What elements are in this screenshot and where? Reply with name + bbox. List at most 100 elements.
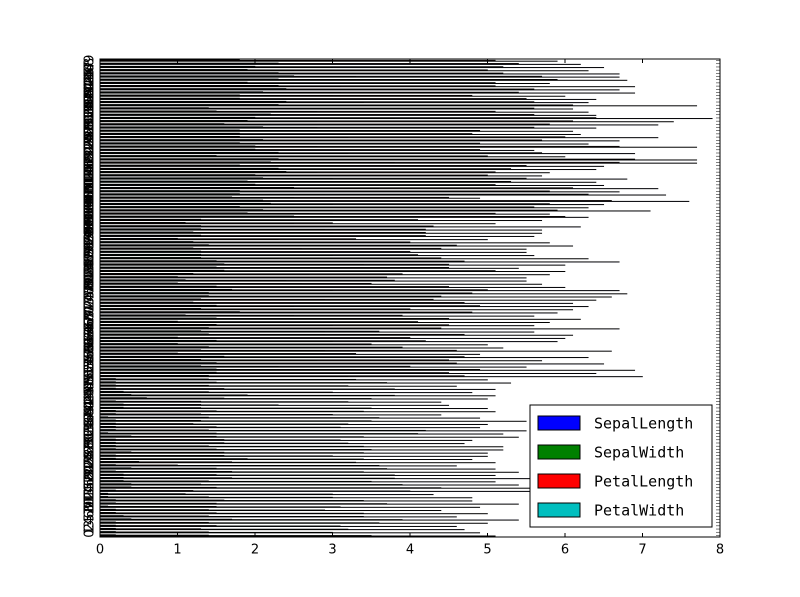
- y-tick-label: 8: [83, 504, 98, 512]
- legend-swatch: [537, 415, 581, 431]
- x-tick-label: 8: [716, 543, 724, 558]
- y-tick-label: 108: [83, 185, 98, 210]
- y-tick-label: 112: [83, 173, 98, 198]
- y-tick-label: 30: [83, 434, 98, 451]
- y-tick-label: 27: [83, 443, 98, 460]
- y-tick-label: 88: [83, 249, 98, 266]
- y-tick-label: 117: [83, 157, 98, 182]
- y-tick-label: 37: [83, 412, 98, 429]
- y-tick-label: 9: [83, 501, 98, 509]
- y-tick-label: 50: [83, 370, 98, 387]
- y-tick-label: 17: [83, 475, 98, 492]
- y-tick-label: 28: [83, 440, 98, 457]
- y-tick-label: 96: [83, 223, 98, 240]
- y-tick-label: 0: [83, 529, 98, 537]
- y-tick-label: 69: [83, 310, 98, 327]
- y-tick-label: 131: [83, 112, 98, 137]
- y-tick-label: 148: [83, 58, 98, 83]
- y-tick-label: 114: [83, 166, 98, 191]
- y-tick-label: 98: [83, 217, 98, 234]
- y-tick-label: 140: [83, 83, 98, 108]
- y-tick-label: 93: [83, 233, 98, 250]
- y-tick-label: 23: [83, 456, 98, 473]
- y-tick-label: 42: [83, 396, 98, 413]
- y-tick-label: 10: [83, 498, 98, 515]
- y-tick-label: 59: [83, 341, 98, 358]
- y-tick-label: 124: [83, 134, 98, 159]
- y-tick-label: 55: [83, 354, 98, 371]
- y-tick-label: 40: [83, 402, 98, 419]
- y-tick-label: 20: [83, 466, 98, 483]
- y-tick-label: 65: [83, 322, 98, 339]
- x-tick-label: 0: [96, 543, 104, 558]
- y-tick-label: 97: [83, 220, 98, 237]
- y-tick-label: 83: [83, 265, 98, 282]
- y-tick-label: 4: [83, 517, 98, 525]
- y-tick-label: 119: [83, 150, 98, 175]
- y-tick-label: 129: [83, 118, 98, 143]
- y-tick-label: 67: [83, 316, 98, 333]
- y-tick-label: 145: [83, 67, 98, 92]
- y-tick-label: 126: [83, 128, 98, 153]
- y-tick-label: 92: [83, 236, 98, 253]
- x-tick-label: 5: [483, 543, 491, 558]
- y-tick-label: 51: [83, 367, 98, 384]
- x-tick-label: 1: [173, 543, 181, 558]
- y-tick-label: 57: [83, 348, 98, 365]
- y-tick-label: 116: [83, 160, 98, 185]
- y-tick-label: 137: [83, 93, 98, 118]
- legend-swatch: [537, 473, 581, 489]
- legend-label: PetalLength: [594, 473, 693, 491]
- y-tick-label: 113: [83, 169, 98, 194]
- legend: SepalLength SepalWidth PetalLength PetalWid…: [529, 404, 713, 528]
- y-tick-label: 12: [83, 491, 98, 508]
- y-tick-label: 44: [83, 389, 98, 406]
- y-tick-label: 134: [83, 102, 98, 127]
- y-tick-label: 143: [83, 74, 98, 99]
- y-tick-label: 102: [83, 204, 98, 229]
- y-tick-label: 128: [83, 122, 98, 147]
- y-tick-label: 78: [83, 281, 98, 298]
- y-tick-label: 91: [83, 239, 98, 256]
- y-tick-label: 82: [83, 268, 98, 285]
- y-tick-label: 46: [83, 383, 98, 400]
- y-tick-label: 34: [83, 421, 98, 438]
- y-tick-label: 100: [83, 211, 98, 236]
- y-tick-label: 61: [83, 335, 98, 352]
- y-tick-label: 111: [83, 176, 98, 201]
- y-tick-label: 16: [83, 478, 98, 495]
- y-tick-label: 5: [83, 513, 98, 521]
- y-tick-label: 132: [83, 109, 98, 134]
- y-tick-label: 135: [83, 99, 98, 124]
- y-tick-label: 122: [83, 141, 98, 166]
- y-tick-label: 15: [83, 482, 98, 499]
- y-tick-label: 99: [83, 214, 98, 231]
- y-tick-label: 125: [83, 131, 98, 156]
- y-tick-label: 52: [83, 364, 98, 381]
- y-tick-label: 47: [83, 380, 98, 397]
- y-tick-label: 36: [83, 415, 98, 432]
- y-tick-label: 1: [83, 526, 98, 534]
- y-tick-label: 6: [83, 510, 98, 518]
- y-tick-label: 144: [83, 71, 98, 96]
- y-tick-label: 18: [83, 472, 98, 489]
- legend-label: SepalLength: [594, 415, 693, 433]
- y-tick-label: 26: [83, 447, 98, 464]
- y-tick-label: 81: [83, 271, 98, 288]
- y-tick-label: 104: [83, 198, 98, 223]
- y-tick-label: 43: [83, 392, 98, 409]
- y-tick-label: 130: [83, 115, 98, 140]
- y-tick-label: 70: [83, 306, 98, 323]
- legend-label: PetalWidth: [594, 502, 684, 520]
- y-tick-label: 86: [83, 255, 98, 272]
- y-tick-label: 121: [83, 144, 98, 169]
- y-tick-label: 95: [83, 227, 98, 244]
- legend-label: SepalWidth: [594, 444, 684, 462]
- y-tick-label: 127: [83, 125, 98, 150]
- y-tick-label: 142: [83, 77, 98, 102]
- y-tick-label: 2: [83, 523, 98, 531]
- y-tick-label: 141: [83, 80, 98, 105]
- y-tick-label: 13: [83, 488, 98, 505]
- y-tick-label: 87: [83, 252, 98, 269]
